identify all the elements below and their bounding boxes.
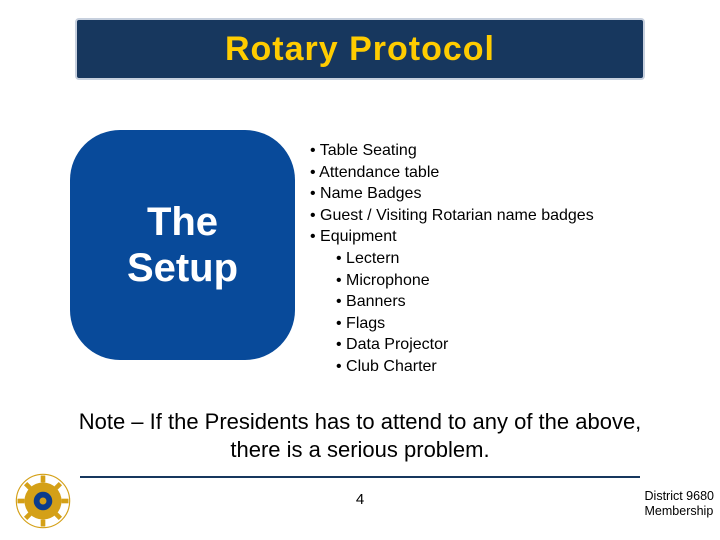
section-pill-text: The Setup [127, 199, 238, 291]
district-label: District 9680 Membership [645, 489, 714, 518]
list-item: Lectern [336, 248, 700, 270]
list-item: Table Seating [310, 140, 700, 162]
district-line-1: District 9680 [645, 489, 714, 503]
rotary-logo-icon [14, 472, 72, 530]
footer-divider [80, 476, 640, 478]
note-line-2: there is a serious problem. [230, 437, 489, 462]
list-item: Name Badges [310, 183, 700, 205]
list-item: Flags [336, 313, 700, 335]
list-item: Attendance table [310, 162, 700, 184]
list-item: Equipment [310, 226, 700, 248]
list-item: Club Charter [336, 356, 700, 378]
slide-title: Rotary Protocol [225, 30, 495, 69]
pill-line-2: Setup [127, 246, 238, 290]
pill-line-1: The [147, 200, 218, 244]
bullet-list: Table Seating Attendance table Name Badg… [310, 140, 700, 378]
note-text: Note – If the Presidents has to attend t… [40, 408, 680, 463]
list-item: Guest / Visiting Rotarian name badges [310, 205, 700, 227]
district-line-2: Membership [645, 504, 714, 518]
list-item: Microphone [336, 270, 700, 292]
list-item: Data Projector [336, 334, 700, 356]
section-pill: The Setup [70, 130, 295, 360]
note-line-1: Note – If the Presidents has to attend t… [79, 409, 642, 434]
title-bar: Rotary Protocol [75, 18, 645, 80]
list-item: Banners [336, 291, 700, 313]
page-number: 4 [0, 491, 720, 508]
